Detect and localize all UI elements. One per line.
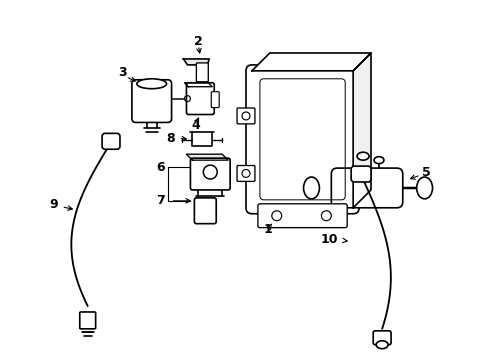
- FancyBboxPatch shape: [80, 312, 96, 329]
- Polygon shape: [183, 59, 209, 65]
- FancyBboxPatch shape: [372, 331, 390, 345]
- FancyBboxPatch shape: [350, 166, 370, 182]
- Text: 8: 8: [166, 132, 175, 145]
- Polygon shape: [184, 83, 212, 87]
- Polygon shape: [186, 154, 228, 160]
- FancyBboxPatch shape: [194, 198, 216, 224]
- FancyBboxPatch shape: [102, 133, 120, 149]
- Ellipse shape: [373, 157, 383, 164]
- FancyBboxPatch shape: [186, 83, 214, 114]
- FancyBboxPatch shape: [132, 80, 171, 122]
- FancyBboxPatch shape: [237, 166, 254, 181]
- Ellipse shape: [137, 79, 166, 89]
- FancyBboxPatch shape: [190, 158, 230, 190]
- Text: 6: 6: [156, 161, 164, 174]
- Text: 9: 9: [49, 198, 58, 211]
- Text: 7: 7: [156, 194, 164, 207]
- FancyBboxPatch shape: [237, 108, 254, 124]
- Text: 10: 10: [320, 233, 337, 246]
- FancyBboxPatch shape: [331, 168, 402, 208]
- Ellipse shape: [416, 177, 432, 199]
- FancyBboxPatch shape: [257, 204, 346, 228]
- Text: 3: 3: [119, 66, 127, 79]
- Polygon shape: [352, 53, 370, 208]
- Polygon shape: [251, 53, 370, 71]
- FancyBboxPatch shape: [196, 63, 208, 82]
- Ellipse shape: [375, 341, 387, 349]
- Text: 1: 1: [263, 223, 272, 236]
- FancyBboxPatch shape: [211, 92, 219, 108]
- Ellipse shape: [303, 177, 319, 199]
- Text: 2: 2: [194, 35, 203, 48]
- Text: 4: 4: [191, 119, 200, 132]
- Text: 5: 5: [421, 166, 430, 179]
- FancyBboxPatch shape: [245, 65, 358, 214]
- Ellipse shape: [356, 152, 368, 160]
